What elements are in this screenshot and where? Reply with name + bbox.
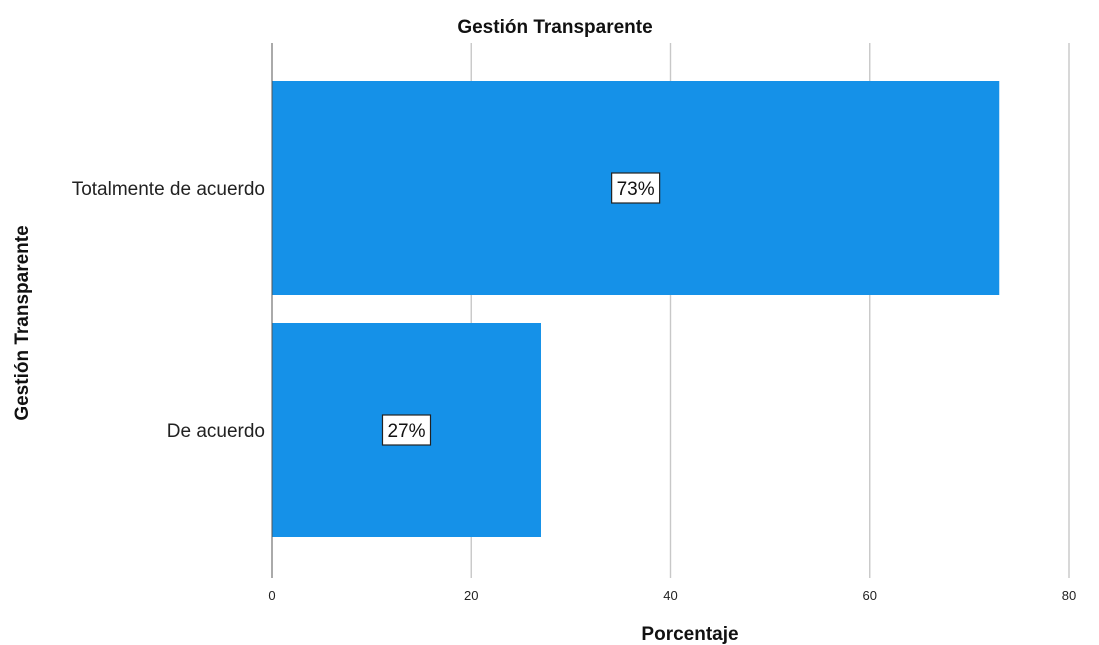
x-tick-label-80: 80 [1062, 588, 1076, 603]
data-label-box-1 [381, 414, 432, 446]
y-axis-title: Gestión Transparente [12, 225, 33, 420]
x-axis-title: Porcentaje [641, 624, 738, 645]
data-label-1: 27% [387, 421, 425, 442]
tick-labels: 0 20 40 60 80 [268, 588, 1076, 603]
x-tick-label-0: 0 [268, 588, 275, 603]
category-label-0: Totalmente de acuerdo [72, 179, 265, 200]
x-tick-label-40: 40 [663, 588, 677, 603]
category-labels: Totalmente de acuerdo De acuerdo [72, 179, 265, 442]
data-labels: 73% 27% [381, 172, 661, 446]
bars [272, 81, 1000, 537]
category-label-1: De acuerdo [167, 421, 265, 442]
data-label-0: 73% [617, 179, 655, 200]
chart-title: Gestión Transparente [457, 17, 652, 38]
x-tick-label-60: 60 [863, 588, 877, 603]
x-tick-label-20: 20 [464, 588, 478, 603]
data-label-box-0 [611, 172, 661, 204]
